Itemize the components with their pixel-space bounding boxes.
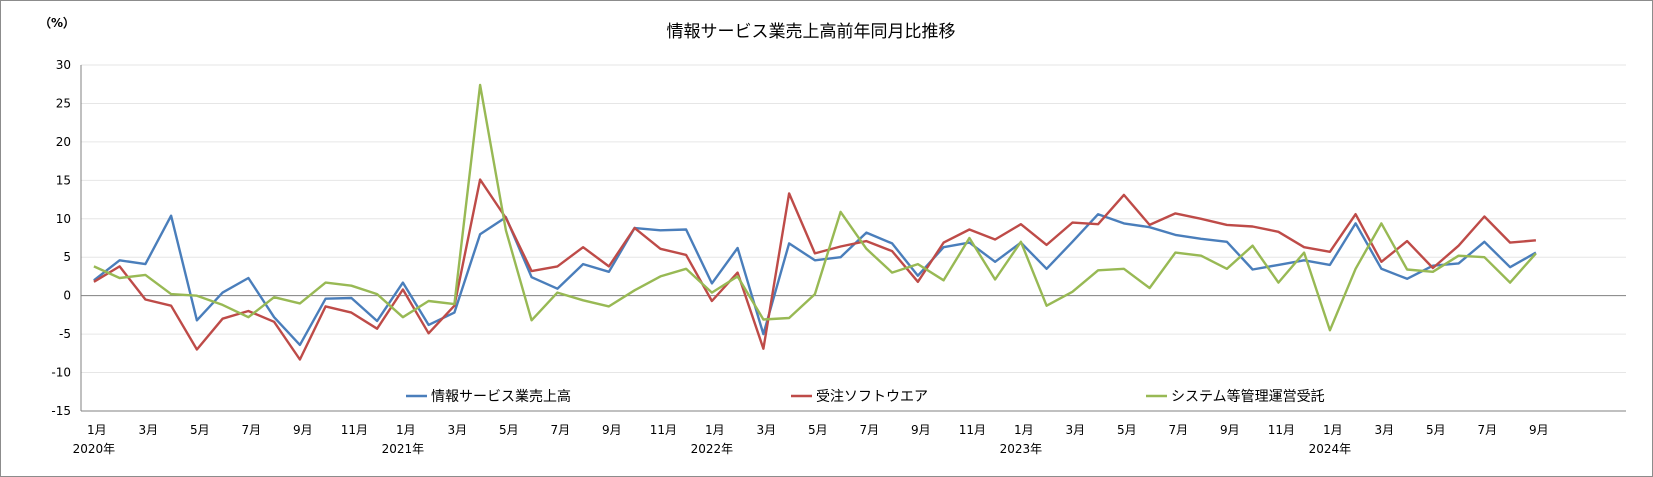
legend: 情報サービス業売上高 受注ソフトウエア システム等管理運営受託 <box>406 388 1325 405</box>
x-tick-label: 9月 <box>602 423 622 437</box>
year-labels: 2020年 2021年 2022年 2023年 2024年 <box>73 442 1352 456</box>
x-tick-label: 1月 <box>396 423 416 437</box>
y-tick-label: 25 <box>56 96 71 110</box>
x-tick-label: 7月 <box>242 423 262 437</box>
x-tick-labels: 1月 3月 5月 7月 9月 11月 1月 3月 5月 7月 9月 11月 1月 3月 5月 7月 9月 11月 1… <box>87 423 1549 437</box>
x-tick-label: 7月 <box>1478 423 1498 437</box>
y-tick-label: -5 <box>59 327 71 341</box>
x-tick-label: 7月 <box>860 423 880 437</box>
x-tick-label: 11月 <box>1268 423 1295 437</box>
x-tick-label: 3月 <box>757 423 777 437</box>
x-tick-label: 11月 <box>650 423 677 437</box>
x-tick-label: 5月 <box>499 423 519 437</box>
y-tick-label: 10 <box>56 212 71 226</box>
series-line-2 <box>93 178 1537 361</box>
y-tick-label: 15 <box>56 173 71 187</box>
x-tick-label: 9月 <box>911 423 931 437</box>
legend-label: 情報サービス業売上高 <box>431 388 571 405</box>
year-label: 2020年 <box>73 442 116 456</box>
x-tick-label: 1月 <box>1323 423 1343 437</box>
legend-label: 受注ソフトウエア <box>816 389 928 405</box>
x-tick-label: 1月 <box>1014 423 1034 437</box>
year-label: 2021年 <box>382 442 425 456</box>
x-tick-label: 3月 <box>448 423 468 437</box>
year-label: 2023年 <box>1000 442 1043 456</box>
x-tick-label: 5月 <box>1426 423 1446 437</box>
x-tick-label: 7月 <box>1169 423 1189 437</box>
y-tick-labels: 30 25 20 15 10 5 0 -5 -10 -15 <box>51 58 71 418</box>
x-tick-label: 11月 <box>341 423 368 437</box>
x-tick-label: 9月 <box>293 423 313 437</box>
chart-title: 情報サービス業売上高前年同月比推移 <box>667 22 956 42</box>
x-tick-label: 9月 <box>1529 423 1549 437</box>
y-tick-label: 30 <box>56 58 71 72</box>
x-tick-label: 5月 <box>1117 423 1137 437</box>
x-tick-label: 5月 <box>808 423 828 437</box>
y-tick-label: 0 <box>63 289 71 303</box>
x-tick-label: 1月 <box>705 423 725 437</box>
y-tick-label: 20 <box>56 135 71 149</box>
y-tick-label: -15 <box>51 404 71 418</box>
gridlines <box>81 64 1626 412</box>
x-tick-label: 7月 <box>551 423 571 437</box>
series-line-1 <box>93 212 1537 347</box>
series-lines <box>93 83 1537 361</box>
x-tick-label: 9月 <box>1220 423 1240 437</box>
x-tick-label: 3月 <box>1375 423 1395 437</box>
y-axis-unit-label: （%） <box>39 15 75 30</box>
x-tick-label: 5月 <box>190 423 210 437</box>
y-tick-label: -10 <box>51 366 71 380</box>
x-tick-label: 1月 <box>87 423 107 437</box>
year-label: 2022年 <box>691 442 734 456</box>
axes <box>80 65 1626 412</box>
legend-label: システム等管理運営受託 <box>1171 388 1325 405</box>
year-label: 2024年 <box>1309 442 1352 456</box>
x-tick-label: 3月 <box>139 423 159 437</box>
x-tick-label: 3月 <box>1066 423 1086 437</box>
series-line-3 <box>93 83 1537 332</box>
y-tick-label: 5 <box>63 250 71 264</box>
x-tick-label: 11月 <box>959 423 986 437</box>
